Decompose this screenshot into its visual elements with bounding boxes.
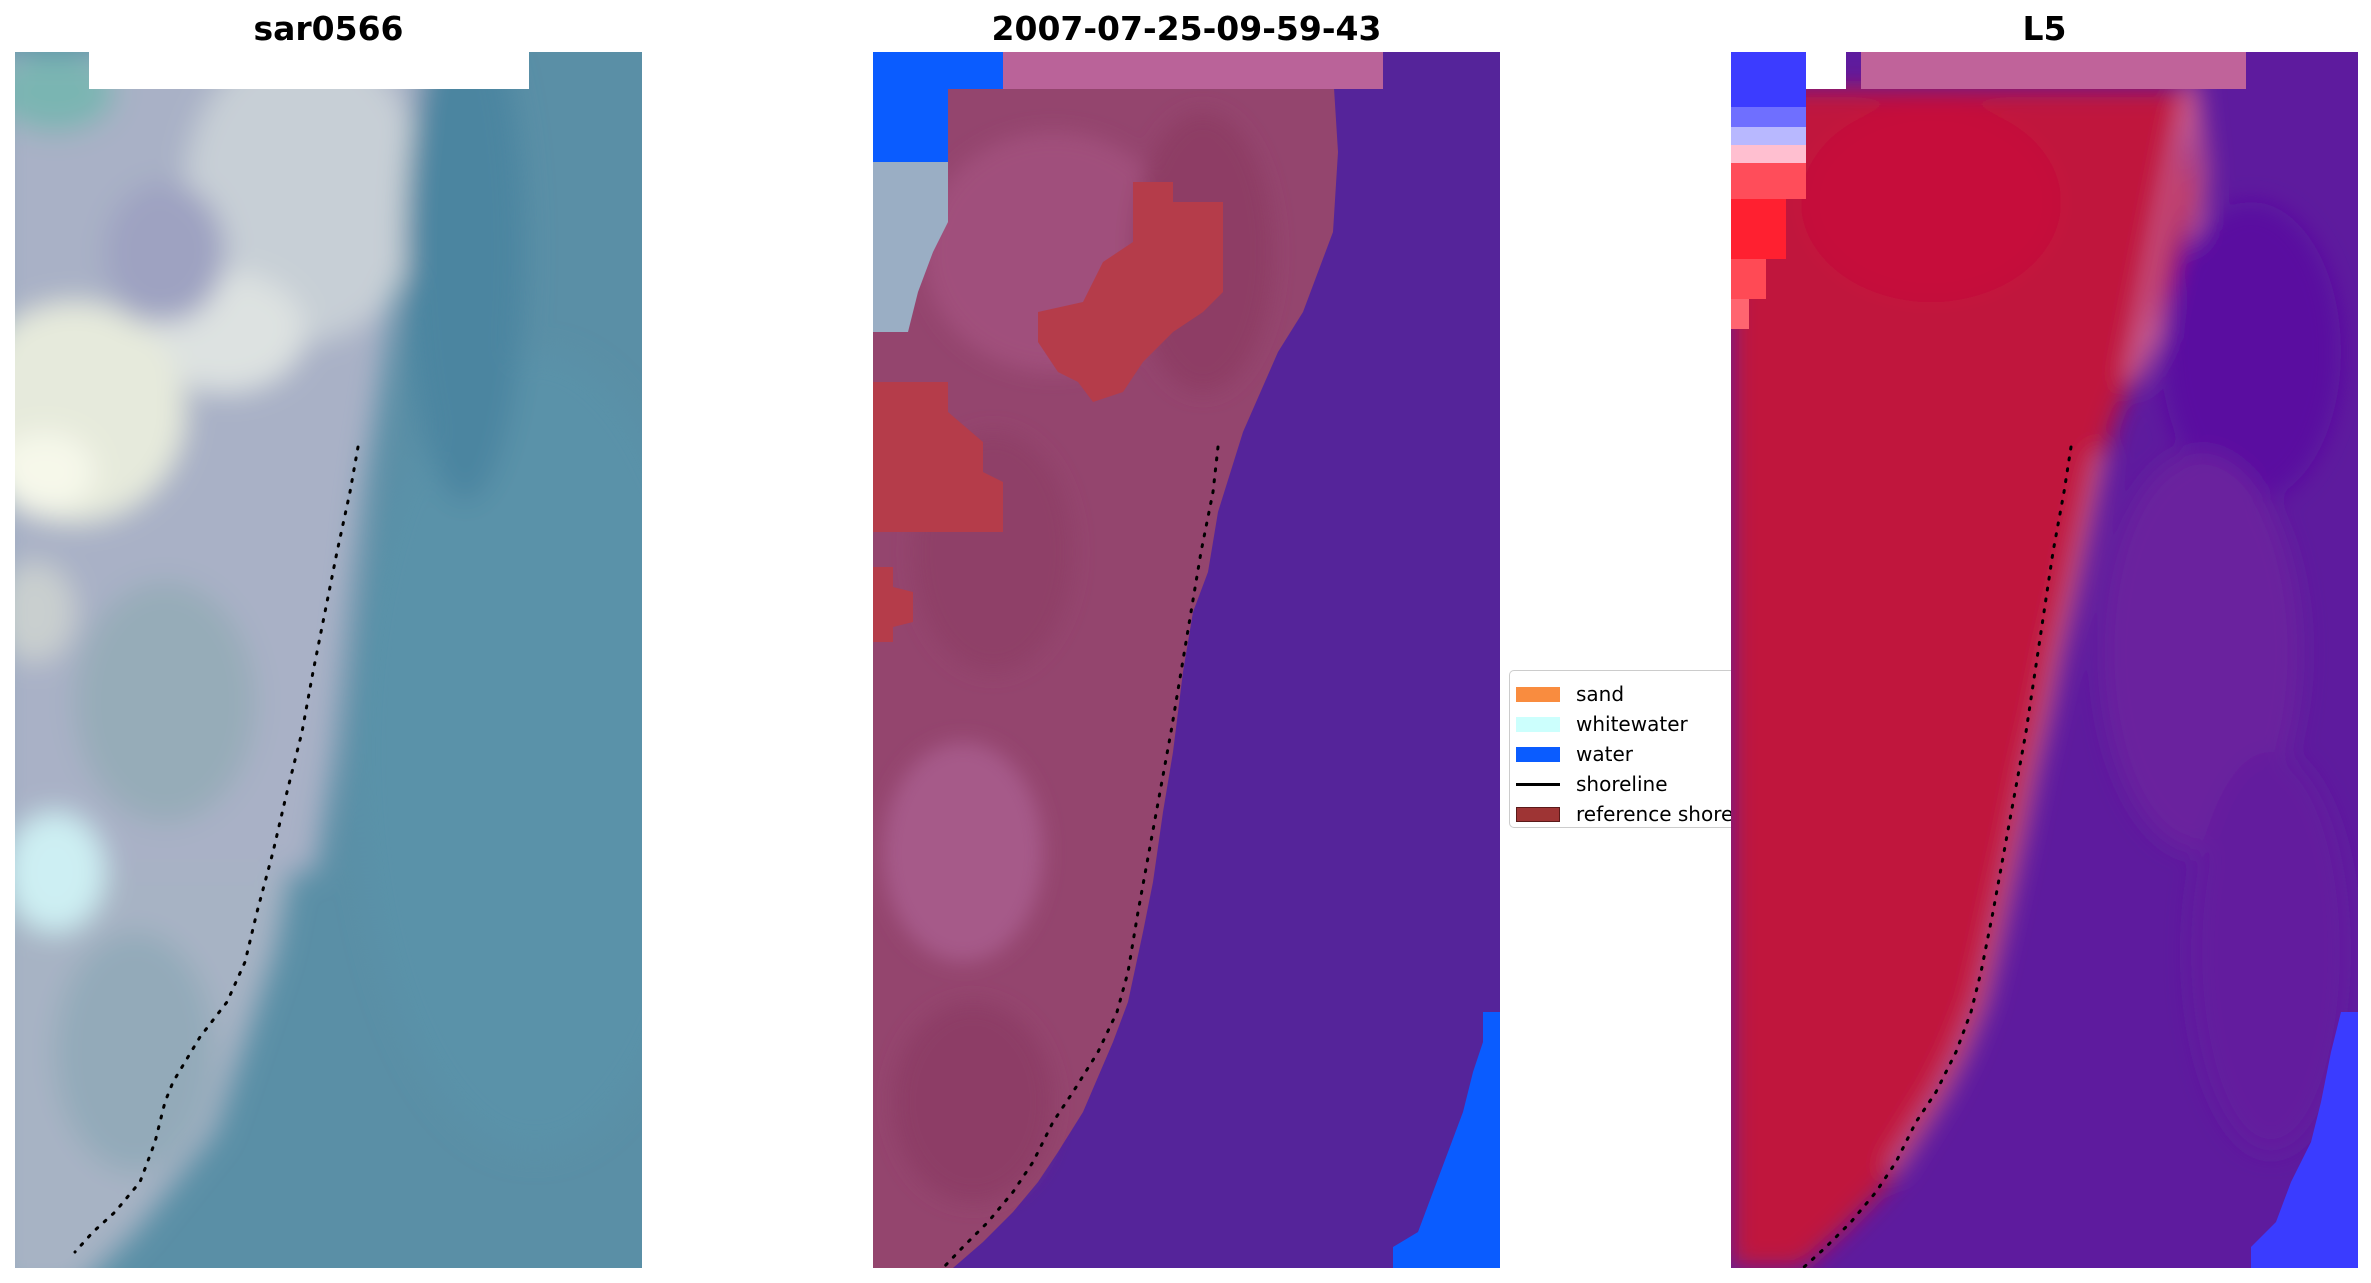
legend-label: shoreline <box>1576 772 1668 796</box>
classification-panel <box>873 52 1500 1268</box>
legend-patch-water <box>1516 746 1560 762</box>
legend-line-shoreline <box>1516 782 1560 786</box>
legend-patch-whitewater <box>1516 716 1560 732</box>
legend-item-reference-shoreline: reference shoreline <box>1516 800 1731 827</box>
legend-item-whitewater: whitewater <box>1516 710 1688 738</box>
rgb-image-panel <box>15 52 642 1268</box>
index-panel <box>1731 52 2358 1268</box>
legend-label: sand <box>1576 682 1625 706</box>
legend-label: reference shoreline <box>1576 802 1731 826</box>
legend-item-shoreline: shoreline <box>1516 770 1668 798</box>
shoreline <box>73 445 360 1254</box>
panel-title-classification: 2007-07-25-09-59-43 <box>991 9 1382 48</box>
legend-item-sand: sand <box>1516 680 1624 708</box>
legend-label: whitewater <box>1576 712 1688 736</box>
legend-item-water: water <box>1516 740 1633 768</box>
panel-title-index: L5 <box>2022 9 2067 48</box>
shoreline <box>941 445 1220 1268</box>
index-image <box>1731 52 2358 1268</box>
legend-label: water <box>1576 742 1633 766</box>
rgb-image <box>15 52 642 1268</box>
shoreline <box>1801 445 2073 1268</box>
legend-patch-sand <box>1516 686 1560 702</box>
classification-image <box>873 52 1500 1268</box>
legend-patch-reference-shoreline <box>1516 806 1560 822</box>
legend: sand whitewater water shoreline referenc… <box>1509 670 1731 828</box>
panel-title-rgb: sar0566 <box>253 9 404 48</box>
